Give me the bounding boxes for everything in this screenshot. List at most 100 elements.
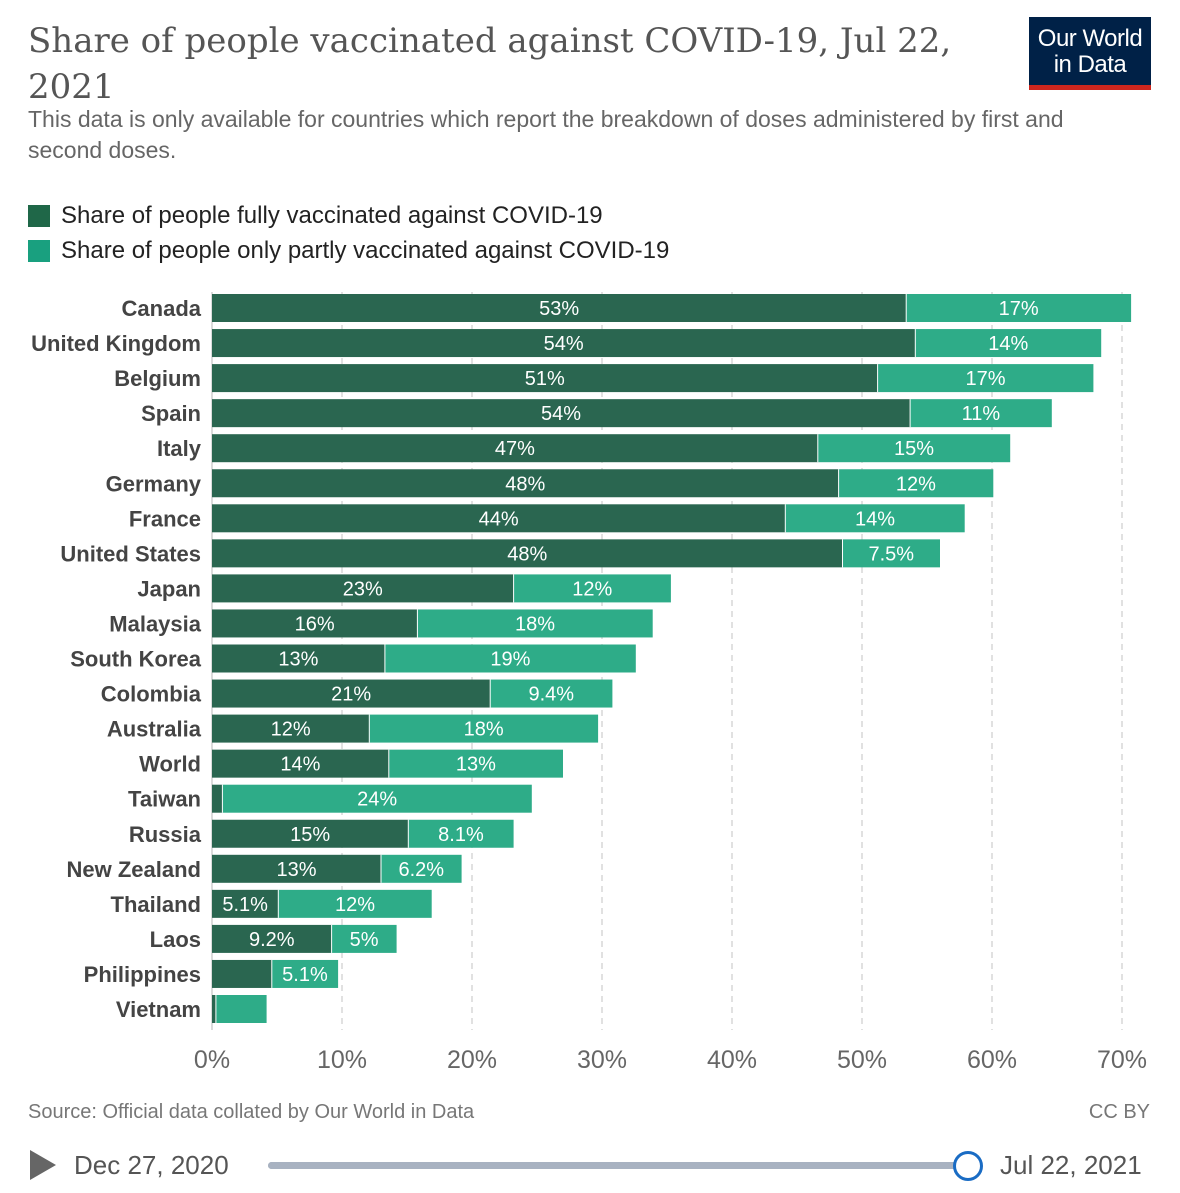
category-label: Italy: [157, 436, 202, 461]
bar-fully-vaccinated[interactable]: [212, 784, 223, 813]
category-label: Russia: [129, 822, 202, 847]
bar-partly-vaccinated[interactable]: [381, 854, 462, 883]
category-label: New Zealand: [67, 857, 201, 882]
legend-item-fully[interactable]: Share of people fully vaccinated against…: [28, 198, 669, 233]
category-label: United States: [60, 541, 201, 566]
data-label-partly: 12%: [896, 473, 936, 495]
source-note[interactable]: Source: Official data collated by Our Wo…: [28, 1101, 475, 1123]
logo-line-1: Our World: [1037, 25, 1143, 52]
data-label-fully: 15%: [290, 824, 330, 846]
bar-partly-vaccinated[interactable]: [278, 889, 432, 918]
bar-fully-vaccinated[interactable]: [212, 539, 843, 568]
bar-partly-vaccinated[interactable]: [877, 364, 1094, 393]
data-label-partly: 17%: [999, 298, 1039, 320]
data-label-fully: 16%: [295, 613, 335, 635]
bar-partly-vaccinated[interactable]: [842, 539, 941, 568]
owid-logo[interactable]: Our World in Data: [1029, 17, 1151, 90]
bar-fully-vaccinated[interactable]: [212, 294, 907, 322]
bar-fully-vaccinated[interactable]: [212, 364, 878, 393]
logo-line-2: in Data: [1053, 51, 1127, 78]
play-icon[interactable]: [30, 1150, 56, 1180]
data-label-partly: 5%: [350, 929, 379, 951]
data-label-partly: 12%: [335, 894, 375, 916]
data-label-fully: 48%: [507, 543, 547, 565]
bar-partly-vaccinated[interactable]: [222, 784, 532, 813]
bar-partly-vaccinated[interactable]: [369, 714, 599, 743]
bar-partly-vaccinated[interactable]: [490, 679, 613, 708]
bar-partly-vaccinated[interactable]: [513, 574, 671, 603]
bar-partly-vaccinated[interactable]: [408, 819, 514, 848]
category-label: Germany: [106, 471, 202, 496]
category-label: United Kingdom: [31, 331, 201, 356]
bar-fully-vaccinated[interactable]: [212, 749, 389, 778]
bar-fully-vaccinated[interactable]: [212, 889, 279, 918]
data-label-partly: 8.1%: [438, 824, 484, 846]
bar-partly-vaccinated[interactable]: [838, 469, 994, 498]
data-label-partly: 17%: [965, 368, 1005, 390]
category-label: South Korea: [70, 647, 202, 672]
license-label[interactable]: CC BY: [1088, 1101, 1150, 1123]
data-label-fully: 53%: [539, 298, 579, 320]
timeline-slider-handle[interactable]: [953, 1151, 983, 1181]
bar-fully-vaccinated[interactable]: [212, 434, 818, 463]
data-label-partly: 7.5%: [868, 543, 914, 565]
bar-fully-vaccinated[interactable]: [212, 504, 786, 533]
data-label-partly: 14%: [855, 508, 895, 530]
bar-partly-vaccinated[interactable]: [271, 959, 339, 988]
data-label-partly: 18%: [464, 719, 504, 741]
bar-fully-vaccinated[interactable]: [212, 469, 839, 498]
category-label: Malaysia: [109, 611, 201, 636]
bar-partly-vaccinated[interactable]: [417, 609, 653, 638]
bar-fully-vaccinated[interactable]: [212, 819, 409, 848]
x-tick-label: 0%: [194, 1046, 230, 1074]
bar-fully-vaccinated[interactable]: [212, 609, 418, 638]
data-label-partly: 15%: [894, 438, 934, 460]
data-label-partly: 18%: [515, 613, 555, 635]
bar-partly-vaccinated[interactable]: [331, 924, 397, 953]
bar-partly-vaccinated[interactable]: [817, 434, 1011, 463]
category-label: Belgium: [114, 366, 201, 391]
category-label: World: [139, 752, 201, 777]
data-label-fully: 21%: [331, 684, 371, 706]
data-label-fully: 12%: [271, 719, 311, 741]
legend-item-partly[interactable]: Share of people only partly vaccinated a…: [28, 233, 669, 268]
category-label: Thailand: [111, 892, 201, 917]
bar-fully-vaccinated[interactable]: [212, 574, 514, 603]
bar-partly-vaccinated[interactable]: [384, 644, 636, 673]
bar-fully-vaccinated[interactable]: [212, 714, 370, 743]
bar-partly-vaccinated[interactable]: [388, 749, 563, 778]
bar-partly-vaccinated[interactable]: [906, 294, 1132, 322]
data-label-partly: 5.1%: [282, 964, 328, 986]
bar-fully-vaccinated[interactable]: [212, 995, 216, 1023]
category-label: Colombia: [101, 682, 202, 707]
bar-fully-vaccinated[interactable]: [212, 854, 381, 883]
bar-fully-vaccinated[interactable]: [212, 644, 385, 673]
data-label-fully: 47%: [495, 438, 535, 460]
timeline-slider[interactable]: [268, 1162, 968, 1169]
chart-subtitle: This data is only available for countrie…: [28, 106, 1064, 163]
category-label: France: [129, 506, 201, 531]
data-label-fully: 48%: [505, 473, 545, 495]
legend-label-fully: Share of people fully vaccinated against…: [61, 201, 603, 229]
bar-fully-vaccinated[interactable]: [212, 924, 332, 953]
bar-partly-vaccinated[interactable]: [215, 995, 267, 1023]
bar-fully-vaccinated[interactable]: [212, 329, 916, 358]
category-label: Vietnam: [116, 997, 201, 1022]
timeline-slider-fill: [268, 1162, 968, 1169]
bar-partly-vaccinated[interactable]: [910, 399, 1052, 428]
data-label-fully: 5.1%: [222, 894, 268, 916]
legend-swatch-partly: [28, 239, 50, 262]
stacked-bar-chart: 0% 10% 20% 30% 40% 50% 60% 70% Canada 53% 17% Unite…: [31, 292, 1147, 1074]
data-label-fully: 51%: [525, 368, 565, 390]
bar-partly-vaccinated[interactable]: [915, 329, 1102, 358]
bar-fully-vaccinated[interactable]: [212, 679, 491, 708]
bar-fully-vaccinated[interactable]: [212, 399, 911, 428]
x-tick-label: 70%: [1097, 1046, 1147, 1074]
data-label-fully: 14%: [280, 754, 320, 776]
legend-swatch-fully: [28, 204, 50, 227]
bar-fully-vaccinated[interactable]: [212, 959, 272, 988]
x-tick-label: 60%: [967, 1046, 1017, 1074]
category-label: Australia: [107, 717, 202, 742]
bar-partly-vaccinated[interactable]: [785, 504, 965, 533]
category-label: Spain: [141, 401, 201, 426]
